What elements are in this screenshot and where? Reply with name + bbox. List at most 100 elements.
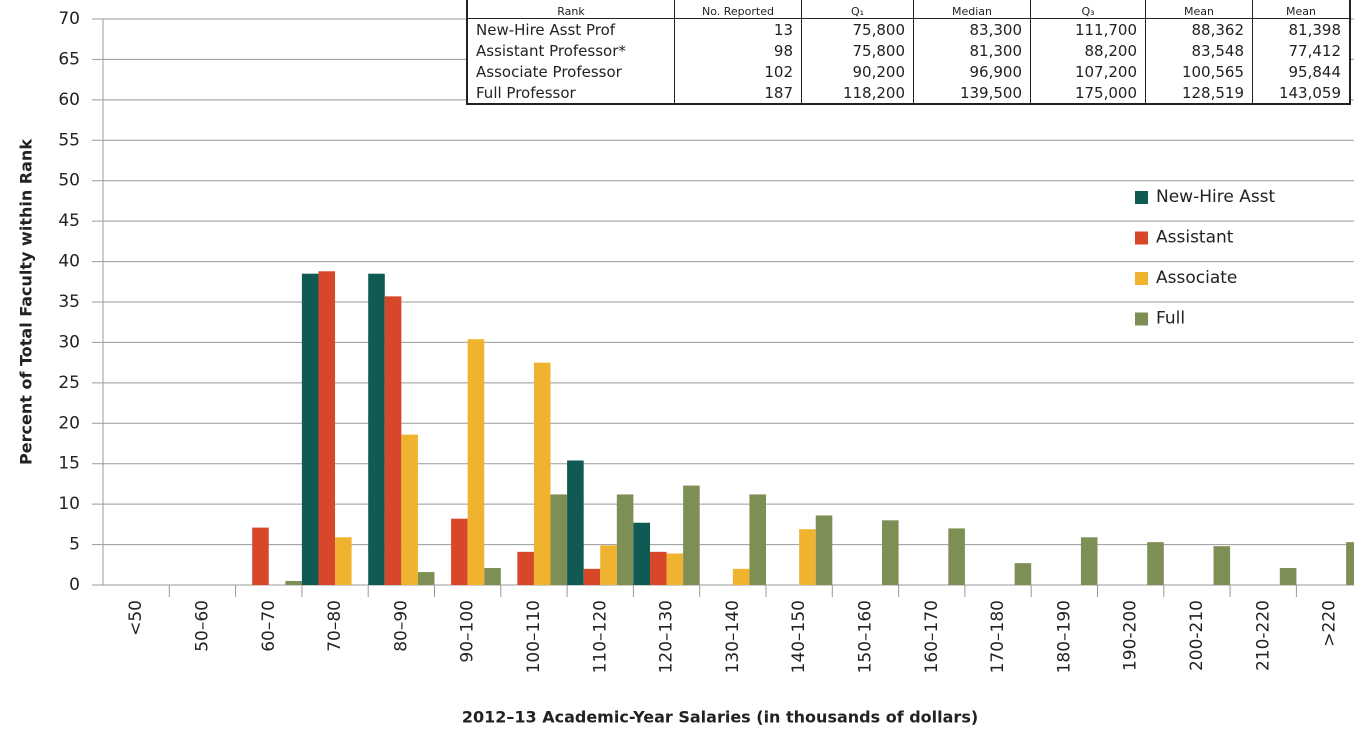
- x-tick-label: 190-200: [1121, 600, 1141, 671]
- column-header: Mean: [1145, 0, 1253, 19]
- table-cell: 98: [674, 40, 802, 61]
- y-tick-label: 0: [69, 575, 80, 595]
- table-cell: 102: [674, 61, 802, 82]
- bar: [749, 494, 766, 585]
- y-tick-label: 60: [58, 90, 80, 110]
- summary-table: Rank No. Reported Q₁ Median Q₃ Mean Mean New-Hi…: [466, 0, 1351, 105]
- bar: [285, 580, 302, 585]
- table-row: Full Professor 187 118,200 139,500 175,000 12…: [466, 82, 1350, 104]
- table-cell: 13: [674, 18, 802, 40]
- bar: [1346, 542, 1354, 585]
- x-tick-label: 120–130: [657, 600, 677, 673]
- bar: [1213, 546, 1231, 585]
- y-tick-label: 35: [58, 292, 80, 312]
- bar: [666, 553, 684, 585]
- bar: [732, 568, 750, 585]
- x-tick-label: 90–100: [458, 600, 478, 663]
- bar: [318, 271, 336, 585]
- x-tick-label: 210-220: [1253, 600, 1273, 671]
- legend-label: Full: [1156, 309, 1185, 329]
- table-cell: Full Professor: [466, 82, 675, 104]
- table-cell: 187: [674, 82, 802, 104]
- table-cell: 81,398: [1252, 18, 1350, 40]
- legend-label: Assistant: [1156, 228, 1234, 248]
- table-cell: 143,059: [1252, 82, 1350, 104]
- table-cell: 128,519: [1145, 82, 1253, 104]
- x-tick-label: <50: [126, 600, 146, 636]
- bar: [335, 537, 352, 585]
- table-cell: 95,844: [1252, 61, 1350, 82]
- x-tick-label: 170–180: [988, 600, 1008, 673]
- x-tick-label: 130–140: [723, 600, 743, 673]
- bar: [649, 551, 667, 585]
- x-tick-label: 140–150: [789, 600, 809, 673]
- y-tick-label: 25: [58, 373, 80, 393]
- bar: [567, 460, 584, 585]
- bar: [533, 362, 551, 585]
- column-header: No. Reported: [674, 0, 802, 19]
- bar: [451, 518, 468, 585]
- legend-label: Associate: [1156, 268, 1237, 288]
- column-header: Rank: [466, 0, 675, 19]
- legend-swatch: [1135, 231, 1148, 245]
- bar: [401, 434, 418, 585]
- x-tick-label: 50–60: [192, 600, 212, 652]
- table-cell: 81,300: [913, 40, 1031, 61]
- y-axis-title: Percent of Total Faculty within Rank: [17, 139, 36, 465]
- table-cell: 88,362: [1145, 18, 1253, 40]
- y-tick-label: 10: [58, 494, 80, 514]
- table-cell: 90,200: [801, 61, 914, 82]
- legend-swatch: [1135, 272, 1148, 285]
- table-cell: 139,500: [913, 82, 1031, 104]
- table-row: Associate Professor 102 90,200 96,900 107,20…: [466, 61, 1350, 82]
- y-tick-label: 5: [69, 535, 80, 555]
- bar: [301, 273, 319, 585]
- bar: [600, 545, 617, 585]
- x-tick-label: 70–80: [325, 600, 345, 652]
- bar: [1014, 563, 1032, 585]
- y-tick-label: 15: [58, 454, 80, 474]
- x-tick-label: 100–110: [524, 600, 544, 673]
- bar: [616, 494, 634, 585]
- y-tick-label: 70: [58, 9, 80, 29]
- bar: [683, 485, 700, 585]
- bar: [417, 572, 435, 585]
- x-tick-label: 110–120: [590, 600, 610, 673]
- bar: [368, 273, 385, 585]
- bar: [948, 528, 965, 585]
- y-tick-label: 45: [58, 211, 80, 231]
- x-tick-label: 180–190: [1054, 600, 1074, 673]
- table-cell: 83,548: [1145, 40, 1253, 61]
- table-cell: 96,900: [913, 61, 1031, 82]
- column-header: Mean: [1252, 0, 1350, 19]
- y-tick-label: 55: [58, 130, 80, 150]
- legend-label: New-Hire Asst: [1156, 187, 1276, 207]
- table-row: Assistant Professor* 98 75,800 81,300 88,200…: [466, 40, 1350, 61]
- table-cell: 75,800: [801, 18, 914, 40]
- legend-swatch: [1135, 191, 1148, 204]
- bar: [252, 527, 269, 585]
- x-tick-label: 80–90: [391, 600, 411, 652]
- bar: [484, 568, 501, 585]
- bar: [882, 520, 899, 585]
- bar: [799, 529, 816, 585]
- table-cell: 100,565: [1145, 61, 1253, 82]
- x-tick-label: >220: [1320, 600, 1340, 647]
- x-tick-label: 150–160: [855, 600, 875, 673]
- table-row: New-Hire Asst Prof 13 75,800 83,300 111,700 8…: [466, 18, 1350, 40]
- bar: [550, 494, 568, 585]
- table-cell: 107,200: [1030, 61, 1146, 82]
- table-cell: 88,200: [1030, 40, 1146, 61]
- table-cell: 75,800: [801, 40, 914, 61]
- bar: [1279, 568, 1297, 585]
- table-cell: 118,200: [801, 82, 914, 104]
- column-header: Q₃: [1030, 0, 1146, 19]
- table-cell: 83,300: [913, 18, 1031, 40]
- table-cell: Assistant Professor*: [466, 40, 675, 61]
- table-cell: New-Hire Asst Prof: [466, 18, 675, 40]
- bar: [467, 339, 485, 585]
- bar: [583, 568, 601, 585]
- table-cell: Associate Professor: [466, 61, 675, 82]
